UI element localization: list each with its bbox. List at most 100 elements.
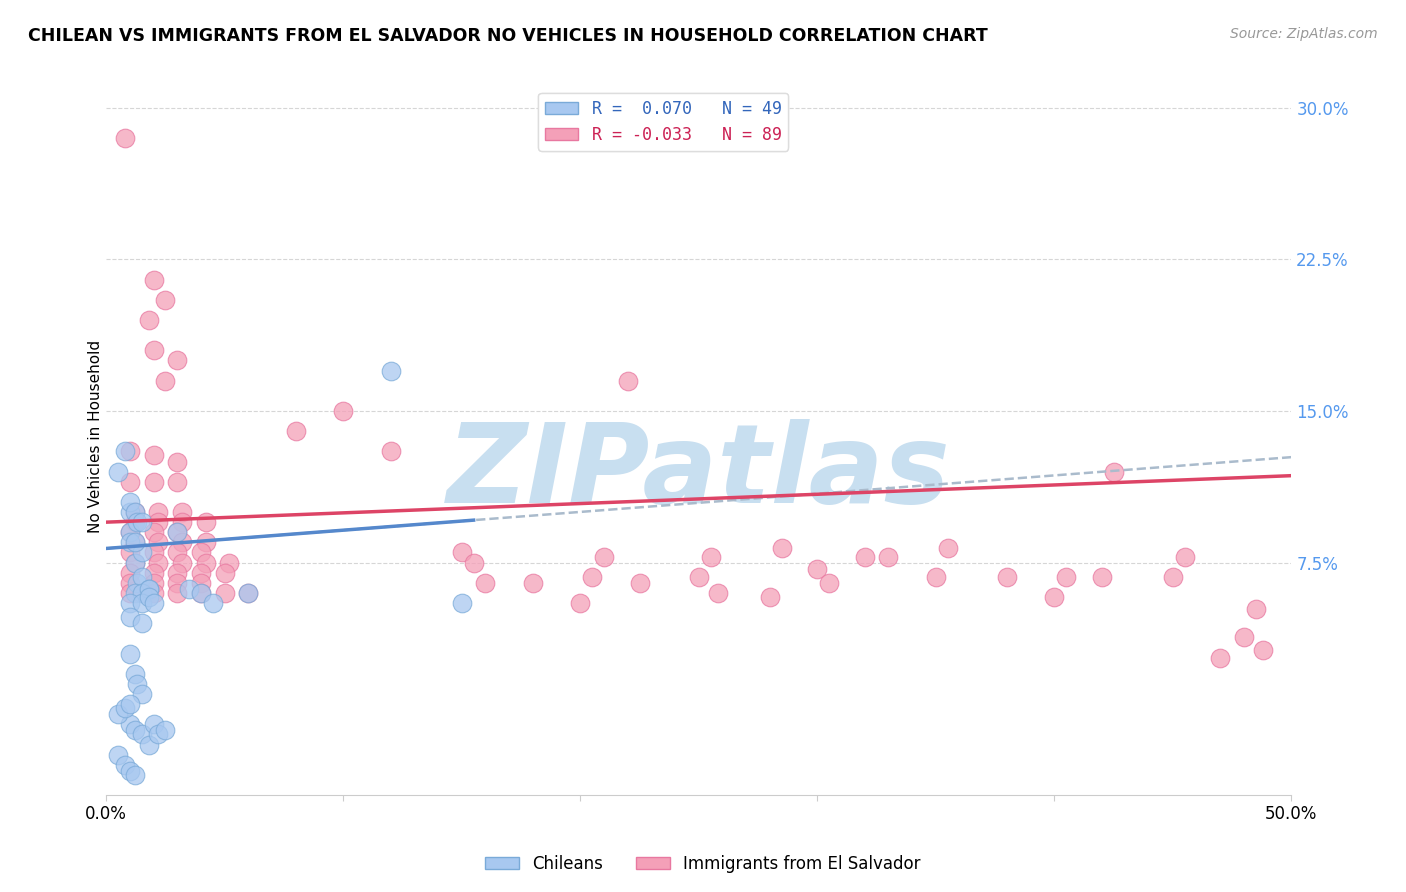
Point — [166, 586, 188, 600]
Legend: R =  0.070   N = 49, R = -0.033   N = 89: R = 0.070 N = 49, R = -0.033 N = 89 — [538, 93, 789, 151]
Point — [118, 525, 141, 540]
Point — [166, 566, 188, 580]
Point — [118, 610, 141, 624]
Point — [124, 723, 146, 738]
Point — [166, 545, 188, 559]
Point — [138, 590, 160, 604]
Point — [214, 586, 236, 600]
Point — [142, 575, 165, 590]
Point — [190, 586, 212, 600]
Point — [238, 586, 260, 600]
Point — [118, 475, 141, 489]
Point — [190, 586, 212, 600]
Point — [118, 566, 141, 580]
Point — [936, 541, 959, 556]
Point — [380, 444, 402, 458]
Point — [124, 515, 146, 529]
Point — [148, 727, 170, 741]
Point — [138, 582, 160, 596]
Point — [194, 556, 217, 570]
Point — [118, 525, 141, 540]
Point — [118, 586, 141, 600]
Point — [124, 556, 146, 570]
Point — [155, 723, 177, 738]
Point — [124, 586, 146, 600]
Point — [332, 404, 354, 418]
Point — [155, 374, 177, 388]
Point — [107, 707, 129, 722]
Point — [114, 757, 136, 772]
Point — [138, 738, 160, 752]
Point — [218, 556, 240, 570]
Point — [172, 515, 194, 529]
Point — [124, 768, 146, 782]
Point — [616, 374, 638, 388]
Point — [1091, 570, 1114, 584]
Point — [124, 535, 146, 549]
Point — [124, 556, 146, 570]
Point — [131, 515, 153, 529]
Point — [166, 454, 188, 468]
Point — [131, 687, 153, 701]
Point — [142, 343, 165, 358]
Y-axis label: No Vehicles in Household: No Vehicles in Household — [87, 340, 103, 533]
Text: ZIPatlas: ZIPatlas — [447, 418, 950, 525]
Point — [1209, 650, 1232, 665]
Point — [118, 764, 141, 778]
Point — [118, 717, 141, 731]
Point — [114, 131, 136, 145]
Point — [131, 596, 153, 610]
Point — [142, 272, 165, 286]
Point — [1043, 590, 1066, 604]
Legend: Chileans, Immigrants from El Salvador: Chileans, Immigrants from El Salvador — [479, 848, 927, 880]
Point — [148, 556, 170, 570]
Point — [179, 582, 201, 596]
Point — [569, 596, 592, 610]
Point — [155, 293, 177, 307]
Point — [450, 596, 472, 610]
Point — [125, 575, 148, 590]
Point — [593, 549, 616, 564]
Point — [107, 465, 129, 479]
Point — [124, 666, 146, 681]
Point — [190, 575, 212, 590]
Point — [522, 575, 544, 590]
Point — [172, 535, 194, 549]
Point — [107, 747, 129, 762]
Point — [877, 549, 900, 564]
Point — [770, 541, 793, 556]
Point — [125, 515, 148, 529]
Point — [194, 515, 217, 529]
Point — [118, 545, 141, 559]
Point — [166, 575, 188, 590]
Point — [463, 556, 485, 570]
Point — [1251, 642, 1274, 657]
Point — [118, 495, 141, 509]
Point — [118, 575, 141, 590]
Point — [1161, 570, 1184, 584]
Point — [142, 475, 165, 489]
Point — [1233, 631, 1256, 645]
Text: Source: ZipAtlas.com: Source: ZipAtlas.com — [1230, 27, 1378, 41]
Point — [142, 449, 165, 463]
Point — [190, 566, 212, 580]
Point — [201, 596, 224, 610]
Point — [581, 570, 603, 584]
Point — [131, 616, 153, 631]
Point — [759, 590, 782, 604]
Point — [118, 505, 141, 519]
Point — [380, 363, 402, 377]
Point — [818, 575, 841, 590]
Point — [131, 570, 153, 584]
Point — [1174, 549, 1197, 564]
Point — [118, 697, 141, 711]
Point — [114, 444, 136, 458]
Text: CHILEAN VS IMMIGRANTS FROM EL SALVADOR NO VEHICLES IN HOUSEHOLD CORRELATION CHAR: CHILEAN VS IMMIGRANTS FROM EL SALVADOR N… — [28, 27, 988, 45]
Point — [131, 586, 153, 600]
Point — [118, 596, 141, 610]
Point — [118, 444, 141, 458]
Point — [214, 566, 236, 580]
Point — [118, 647, 141, 661]
Point — [138, 313, 160, 327]
Point — [172, 505, 194, 519]
